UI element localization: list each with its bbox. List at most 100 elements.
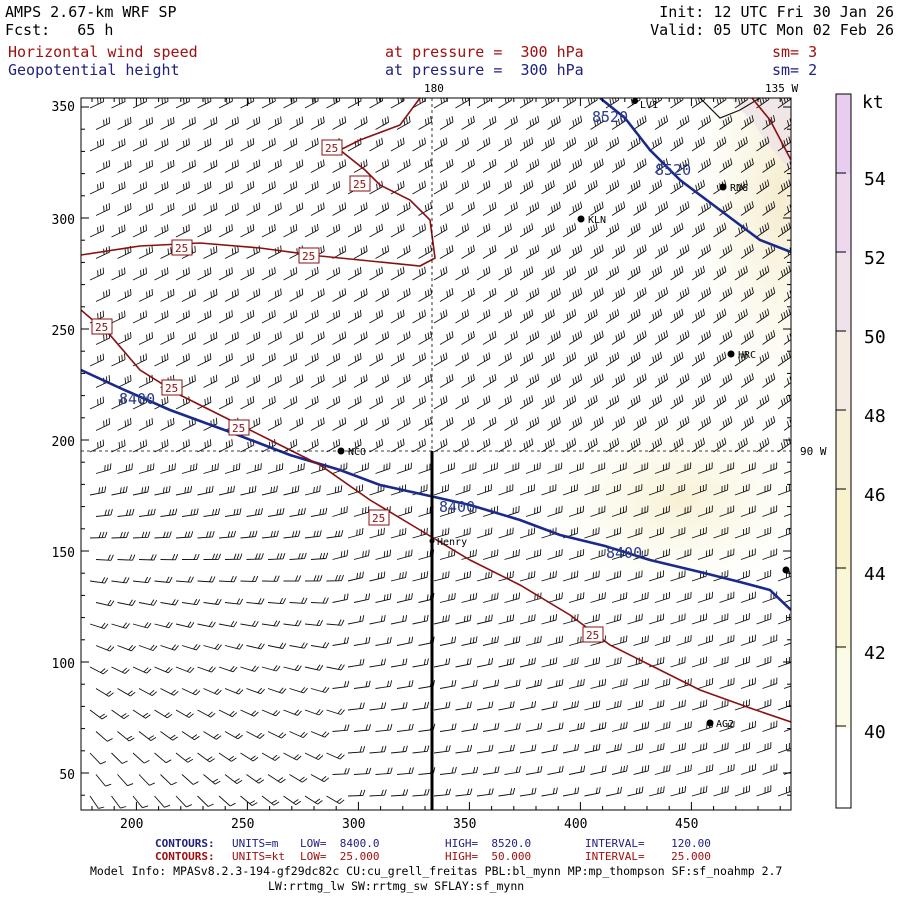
wind-barb: [498, 137, 512, 152]
wind-barb: [197, 530, 215, 539]
wind-barb: [154, 666, 173, 674]
wind-barb: [525, 549, 542, 560]
wind-barb: [283, 98, 298, 109]
wind-barb: [519, 137, 534, 152]
wind-barb: [670, 394, 684, 410]
wind-barb: [605, 786, 622, 797]
wind-barb: [476, 309, 491, 324]
wind-barb: [89, 795, 105, 809]
wind-barb: [160, 774, 177, 786]
wind-barb: [181, 774, 199, 785]
wind-barb: [719, 330, 733, 345]
wind-barb: [562, 613, 579, 625]
wind-barb: [525, 462, 541, 474]
wind-barb: [433, 701, 451, 711]
wind-barb: [197, 181, 212, 195]
wind-barb: [519, 744, 537, 754]
wind-barb: [547, 115, 561, 130]
wind-barb: [734, 785, 751, 797]
wind-barb: [590, 373, 604, 388]
wind-barb: [181, 202, 196, 216]
wind-barb: [396, 417, 411, 431]
wind-barb: [218, 485, 235, 496]
wind-barb: [132, 98, 147, 109]
wind-barb: [218, 224, 233, 238]
wind-barb: [154, 181, 169, 195]
wind-barb: [504, 244, 518, 259]
wind-barb: [568, 592, 585, 603]
wind-barb: [390, 180, 405, 195]
wind-barb: [568, 115, 583, 130]
wind-barb: [390, 702, 408, 711]
wind-barb: [691, 613, 708, 625]
wind-barb: [461, 592, 478, 603]
colorbar-frame: [835, 93, 852, 809]
wind-barb: [267, 731, 287, 739]
wind-barb: [670, 786, 687, 797]
wind-barb: [347, 438, 362, 453]
wind-barb: [283, 530, 301, 539]
wind-barb: [197, 98, 212, 109]
wind-barb: [541, 484, 557, 496]
wind-barb: [670, 699, 686, 711]
wind-barb: [633, 462, 649, 474]
wind-barb: [783, 247, 791, 259]
speed-contours: [81, 98, 791, 723]
wind-barb: [353, 506, 370, 517]
wind-barb: [547, 635, 564, 646]
wind-barb: [777, 656, 791, 668]
wind-barb: [654, 721, 671, 732]
wind-barb: [611, 505, 627, 517]
wind-barb: [326, 708, 345, 715]
wind-barb: [584, 527, 600, 539]
wind-barb: [412, 352, 426, 367]
wind-barb: [369, 180, 384, 195]
wind-barb: [676, 505, 692, 517]
wind-barb: [154, 576, 173, 583]
wind-barb: [605, 309, 620, 324]
wind-barb: [203, 598, 222, 605]
wind-barb: [289, 731, 308, 739]
wind-barb: [740, 115, 754, 130]
meridian-lines: [81, 98, 791, 452]
wind-barb: [648, 527, 664, 539]
wind-barb: [756, 656, 772, 668]
wind-barb: [482, 766, 500, 775]
wind-barb: [154, 709, 173, 719]
wind-barb: [461, 462, 477, 474]
wind-barb: [627, 613, 643, 625]
contour1-high: HIGH= 8520.0: [445, 837, 532, 850]
wind-barb: [627, 394, 641, 410]
colorbar-label: 50: [864, 327, 886, 348]
wind-barb: [375, 636, 392, 646]
wind-barb: [611, 462, 627, 474]
wind-barb: [654, 201, 669, 216]
wind-barb: [267, 597, 287, 605]
wind-barb: [504, 115, 518, 130]
wind-barb: [762, 244, 776, 259]
speed-label: 25: [232, 422, 245, 435]
wind-barb: [504, 158, 518, 173]
wind-barb: [777, 484, 791, 496]
height-label: 8400: [439, 498, 475, 516]
wind-barb: [648, 437, 663, 453]
wind-barb: [203, 731, 222, 740]
wind-barb: [390, 223, 405, 238]
wind-barb: [375, 723, 393, 732]
wind-barb: [332, 724, 350, 732]
wind-barb: [654, 373, 669, 388]
wind-barb: [476, 571, 493, 582]
wind-barb: [375, 767, 393, 775]
wind-barb: [203, 202, 218, 216]
wind-barb: [240, 752, 259, 762]
wind-barb: [396, 506, 413, 517]
wind-barb: [181, 731, 200, 741]
wind-barb: [433, 395, 448, 410]
wind-barb: [310, 116, 325, 130]
wind-barb: [461, 115, 475, 130]
wind-barb: [261, 224, 276, 238]
wind-barb: [412, 180, 426, 195]
wind-barb: [375, 288, 390, 302]
wind-barb: [283, 575, 302, 582]
wind-barb: [541, 787, 558, 797]
